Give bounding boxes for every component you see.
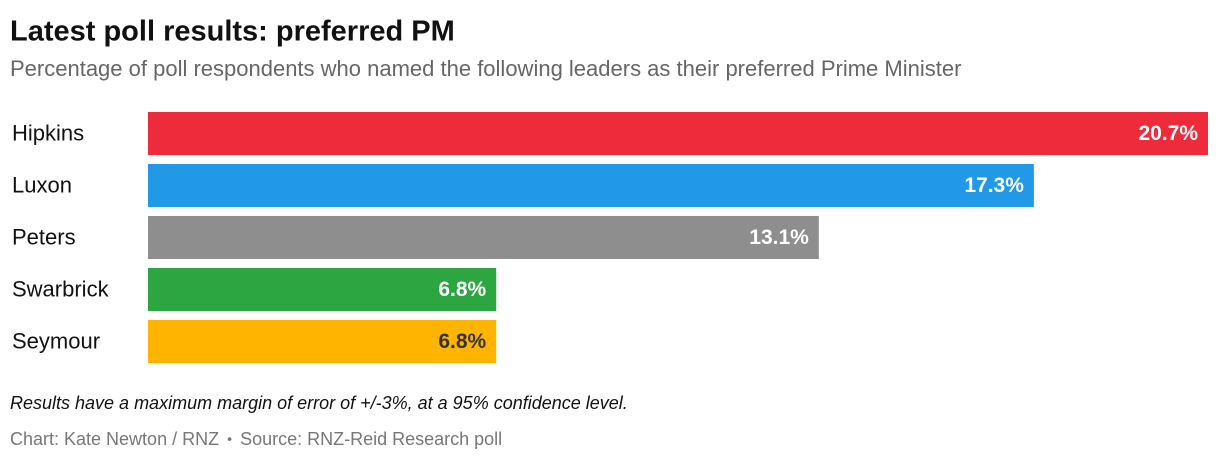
- source: Source: RNZ-Reid Research poll: [240, 429, 502, 449]
- bar: [148, 320, 497, 363]
- category-label: Luxon: [12, 172, 72, 197]
- bar: [148, 216, 819, 259]
- value-label: 20.7%: [1138, 122, 1198, 145]
- value-label: 6.8%: [438, 278, 486, 301]
- bar: [148, 112, 1208, 155]
- annotation: Results have a maximum margin of error o…: [10, 393, 628, 413]
- category-label: Seymour: [12, 328, 100, 353]
- separator: •: [227, 431, 232, 447]
- bar: [148, 268, 497, 311]
- category-label: Peters: [12, 224, 76, 249]
- category-label: Swarbrick: [12, 276, 110, 301]
- value-label: 6.8%: [438, 330, 486, 353]
- category-label: Hipkins: [12, 120, 84, 145]
- value-label: 17.3%: [964, 174, 1024, 197]
- chart-title: Latest poll results: preferred PM: [10, 16, 455, 48]
- credit: Chart: Kate Newton / RNZ: [10, 429, 219, 449]
- chart-subtitle: Percentage of poll respondents who named…: [10, 56, 961, 81]
- value-label: 13.1%: [749, 226, 809, 249]
- bar: [148, 164, 1034, 207]
